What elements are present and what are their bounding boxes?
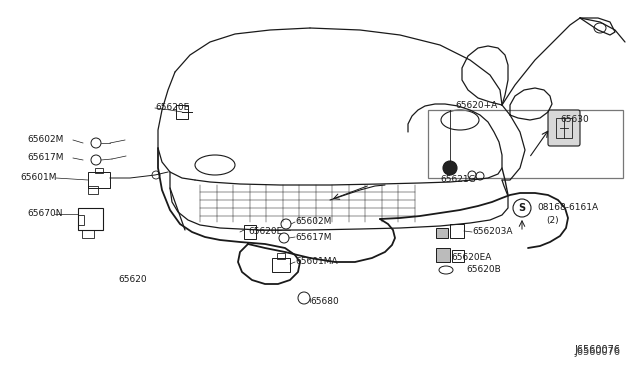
Bar (556, 118, 572, 138)
Bar (88, 172, 110, 188)
Bar (436, 248, 450, 262)
Bar (244, 225, 256, 239)
Bar (436, 228, 448, 238)
FancyBboxPatch shape (548, 110, 580, 146)
Text: 65602M: 65602M (295, 218, 332, 227)
Bar (176, 105, 188, 119)
Text: 65670N: 65670N (27, 209, 63, 218)
Text: 65630: 65630 (560, 115, 589, 125)
Bar (78, 215, 84, 225)
Text: 65617M: 65617M (295, 232, 332, 241)
Text: J6560076: J6560076 (574, 347, 620, 357)
Text: 65617M: 65617M (27, 154, 63, 163)
Text: 65620+A: 65620+A (455, 102, 497, 110)
Text: 65602M: 65602M (27, 135, 63, 144)
Bar (88, 186, 98, 194)
Text: 65620EA: 65620EA (451, 253, 492, 263)
Text: J6560076: J6560076 (574, 345, 620, 355)
Bar (82, 230, 94, 238)
Bar (428, 110, 623, 178)
Bar (452, 250, 464, 262)
Text: 65620: 65620 (118, 276, 147, 285)
Text: 65620E: 65620E (155, 103, 189, 112)
Bar (450, 224, 464, 238)
Text: S: S (518, 203, 525, 213)
Bar (277, 253, 285, 259)
Bar (272, 258, 290, 272)
Text: 65601MA: 65601MA (295, 257, 338, 266)
Text: (2): (2) (546, 215, 559, 224)
Text: 08168-6161A: 08168-6161A (537, 203, 598, 212)
Text: 65621G: 65621G (440, 176, 476, 185)
Text: 656203A: 656203A (472, 228, 513, 237)
Bar (78, 208, 103, 230)
Text: 65680: 65680 (310, 298, 339, 307)
Bar (95, 168, 103, 173)
Circle shape (443, 161, 457, 175)
Text: 65601M: 65601M (20, 173, 56, 183)
Text: 65620B: 65620B (466, 266, 500, 275)
Text: 65620E: 65620E (248, 228, 282, 237)
